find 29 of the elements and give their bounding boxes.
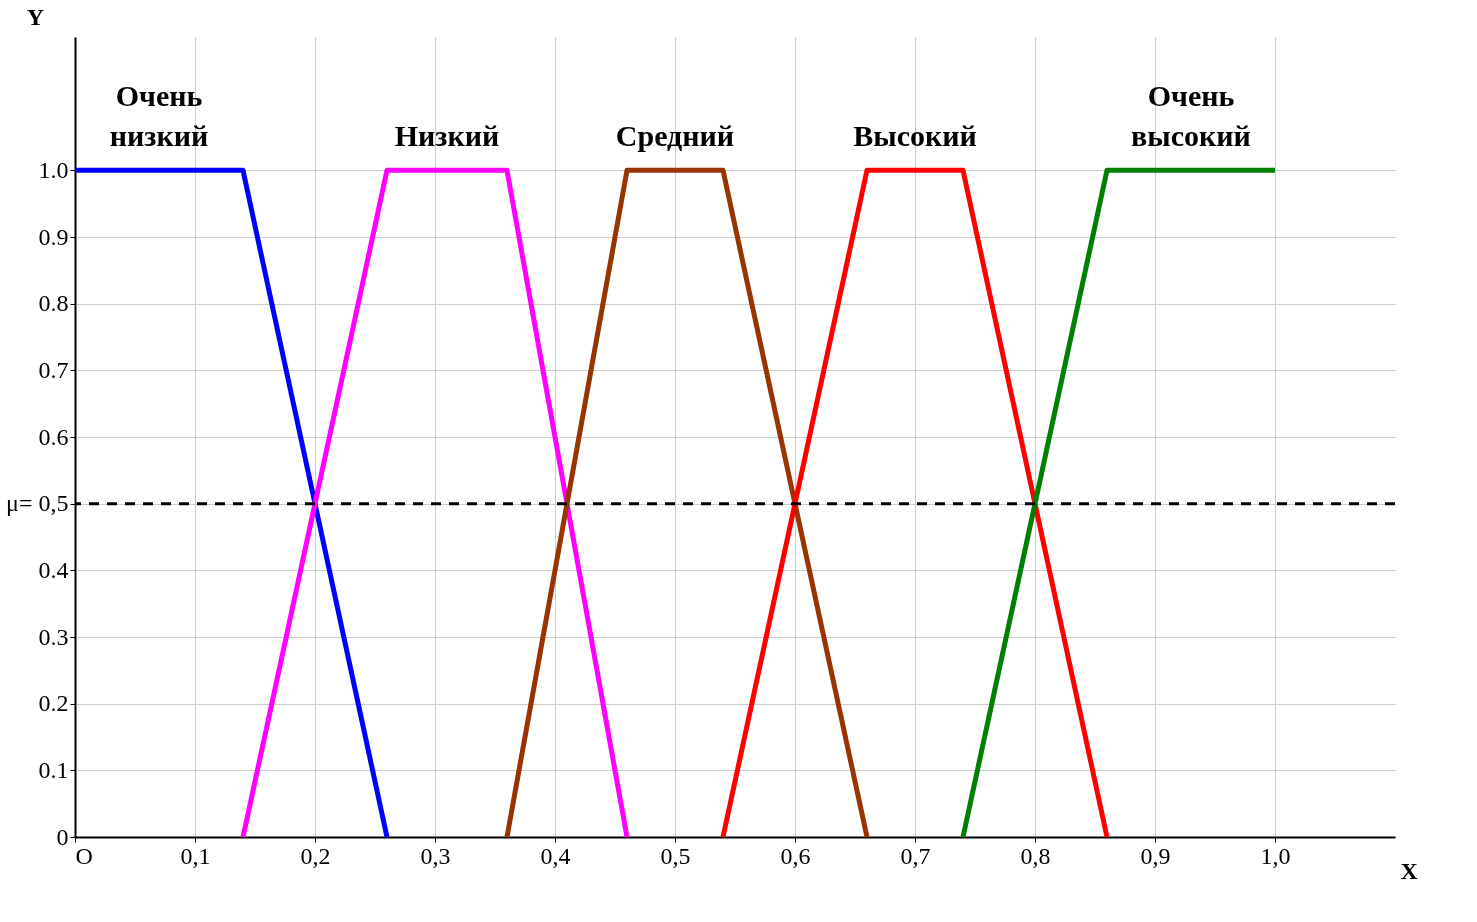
y-axis-title: Y — [26, 3, 45, 30]
y-tick-label: 1.0 — [38, 156, 69, 183]
x-axis-title: X — [1400, 857, 1419, 884]
x-tick-label: 0,5 — [660, 842, 691, 869]
y-tick-label: 0.8 — [38, 290, 69, 317]
series-label: Низкий — [394, 119, 500, 153]
y-tick-label: 0.2 — [38, 690, 69, 717]
y-tick-label: 0.9 — [38, 223, 69, 250]
series-label: Очень низкий — [109, 79, 209, 153]
y-tick-label: 0 — [56, 823, 69, 850]
y-tick-label: 0.6 — [38, 423, 69, 450]
x-tick-label: 0,2 — [300, 842, 331, 869]
series-label: Очень высокий — [1131, 79, 1251, 153]
y-tick-label: μ= 0,5 — [6, 490, 69, 517]
y-tick-label: 0.4 — [38, 556, 69, 583]
x-tick-label: 0,6 — [780, 842, 811, 869]
x-tick-label: 0,8 — [1020, 842, 1051, 869]
x-tick-label: 0,4 — [540, 842, 571, 869]
y-tick-label: 0.7 — [38, 356, 69, 383]
x-tick-label: 0,7 — [900, 842, 931, 869]
y-tick-label: 0.1 — [38, 756, 69, 783]
y-tick-label: 0.3 — [38, 623, 69, 650]
series-label: Высокий — [853, 119, 977, 153]
x-tick-label: 1,0 — [1260, 842, 1291, 869]
x-tick-label: 0,1 — [180, 842, 211, 869]
x-tick-label: 0,3 — [420, 842, 451, 869]
series-label: Средний — [615, 119, 735, 153]
x-tick-label: 0,9 — [1140, 842, 1171, 869]
x-tick-label: O — [75, 842, 93, 869]
